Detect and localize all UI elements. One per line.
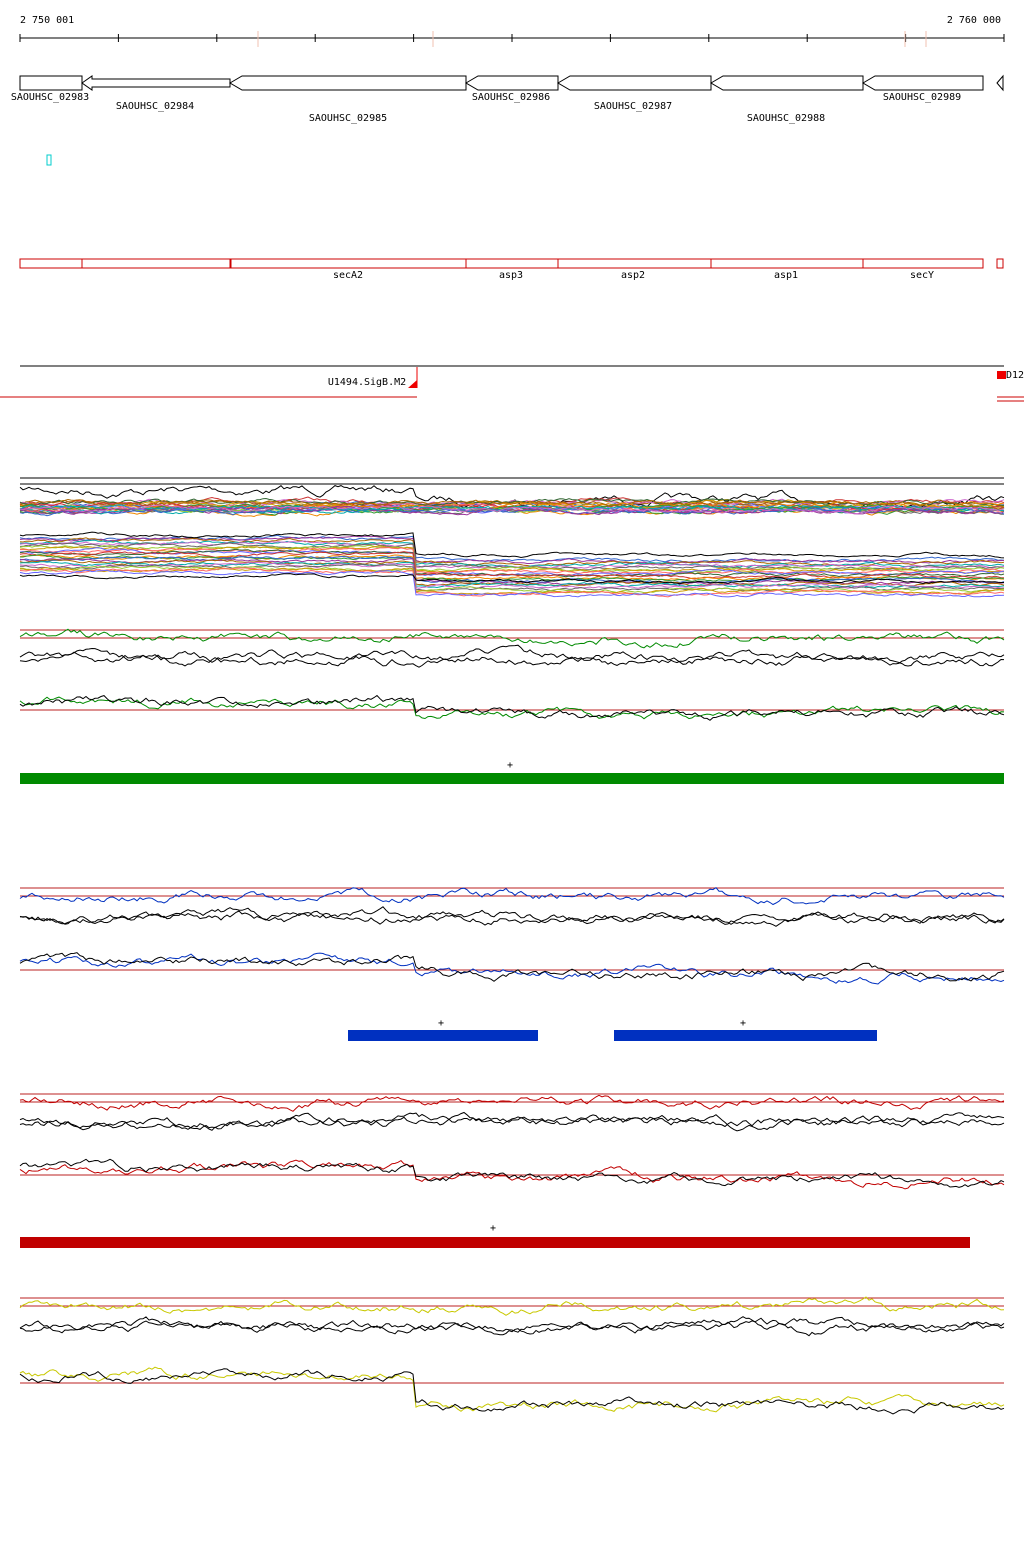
signal-line <box>19 531 1005 559</box>
gene-label: SAOUHSC_02985 <box>309 113 387 124</box>
gene-arrow <box>996 74 1004 92</box>
gene-arrow <box>229 75 467 91</box>
gene-label: SAOUHSC_02984 <box>116 101 194 112</box>
signal-line <box>19 565 1005 594</box>
gene-arrow <box>19 75 83 91</box>
segment-mark: + <box>490 1223 496 1234</box>
gene-label: SAOUHSC_02989 <box>883 92 961 103</box>
signal-line <box>19 644 1005 666</box>
signal-line <box>19 1111 1005 1131</box>
signal-line <box>19 545 1005 574</box>
signal-line <box>19 910 1005 927</box>
signal-line <box>19 1112 1005 1132</box>
feature-label: asp3 <box>499 270 523 281</box>
gene-label: SAOUHSC_02983 <box>11 92 89 103</box>
signal-line <box>19 504 1005 512</box>
ruler-start: 2 750 001 <box>20 15 74 26</box>
segment-mark: + <box>507 760 513 771</box>
signal-line <box>19 1316 1005 1336</box>
feature-box <box>230 258 467 269</box>
signal-line <box>19 887 1005 906</box>
segment-bar <box>20 773 1004 784</box>
signal-line <box>19 694 1005 721</box>
feature-label: asp1 <box>774 270 798 281</box>
segment-bar <box>20 1237 970 1248</box>
signal-line <box>19 558 1005 587</box>
feature-box <box>465 258 559 269</box>
segment-mark: + <box>438 1018 444 1029</box>
feature-mark <box>46 154 52 166</box>
signal-line <box>19 952 1005 982</box>
feature-boxes <box>19 258 1004 269</box>
signal-line <box>19 1094 1005 1112</box>
segment-mark: + <box>740 1018 746 1029</box>
signal-line <box>19 563 1004 592</box>
motif-label: U1494.SigB.M2 <box>328 377 406 388</box>
signal-line <box>19 503 1005 512</box>
signal-line <box>19 1366 1005 1413</box>
gene-arrow <box>465 75 559 91</box>
motif-label: D124 <box>1006 370 1024 381</box>
motif-mark <box>408 380 417 388</box>
ruler-ticks <box>19 31 1005 47</box>
signal-line <box>19 573 1004 585</box>
signal-line <box>19 1296 1005 1316</box>
feature-box <box>710 258 864 269</box>
signal-line <box>19 1159 1005 1190</box>
gene-label: SAOUHSC_02986 <box>472 92 550 103</box>
signal-line <box>19 628 1005 649</box>
gene-arrow <box>862 75 984 91</box>
feature-label: secA2 <box>333 270 363 281</box>
gene-label: SAOUHSC_02987 <box>594 101 672 112</box>
signal-line <box>19 952 1005 985</box>
signal-line <box>19 696 1005 720</box>
signal-line <box>19 906 1005 925</box>
signal-line <box>19 1368 1005 1415</box>
feature-box <box>557 258 712 269</box>
ruler-end: 2 760 000 <box>947 15 1001 26</box>
gene-arrow <box>557 75 712 91</box>
signal-line <box>19 1320 1005 1337</box>
signal-line <box>19 561 1005 589</box>
signal-line <box>19 535 1005 565</box>
signal-line <box>19 507 1005 517</box>
gene-arrows <box>19 74 1004 92</box>
signal-line <box>19 554 1005 582</box>
signal-line <box>19 647 1005 668</box>
segment-bar <box>614 1030 877 1041</box>
signal-line <box>19 569 1005 598</box>
gene-arrow <box>81 75 231 91</box>
signal-line <box>19 504 1005 515</box>
gene-label: SAOUHSC_02988 <box>747 113 825 124</box>
signal-line <box>19 499 1005 510</box>
gene-arrow <box>710 75 864 91</box>
signal-tracks <box>19 477 1005 1415</box>
feature-label: asp2 <box>621 270 645 281</box>
signal-line <box>19 567 1005 598</box>
feature-box <box>996 258 1004 269</box>
motif-mark <box>997 371 1006 379</box>
segment-bar <box>348 1030 538 1041</box>
feature-box <box>19 258 83 269</box>
signal-line <box>19 1158 1005 1188</box>
feature-label: secY <box>910 270 934 281</box>
feature-box <box>862 258 984 269</box>
feature-box <box>81 258 231 269</box>
